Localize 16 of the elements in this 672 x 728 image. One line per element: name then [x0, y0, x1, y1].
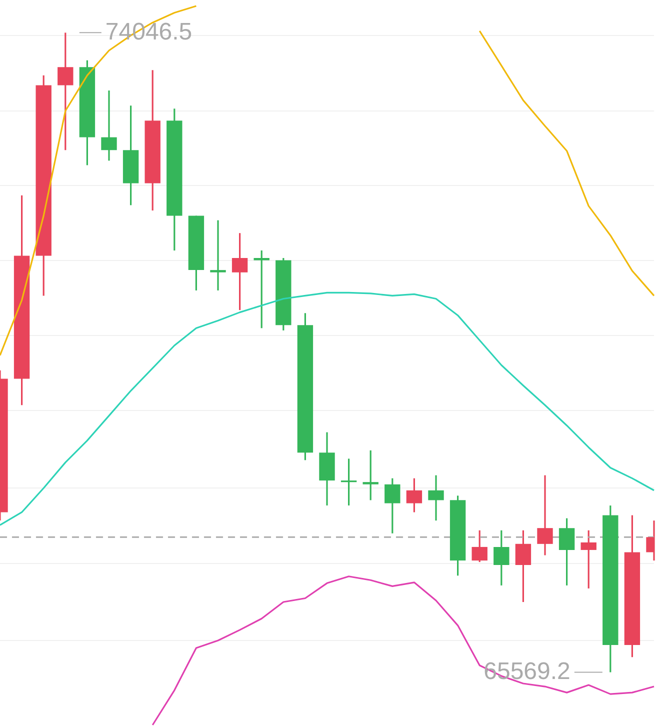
candlestick	[428, 474, 444, 522]
candlestick	[232, 232, 248, 311]
candlestick	[472, 530, 488, 563]
candlestick	[254, 250, 270, 329]
candlestick	[210, 219, 226, 292]
candlestick	[340, 458, 357, 506]
candlestick	[362, 450, 378, 501]
candlestick	[537, 474, 553, 556]
candlestick	[558, 517, 575, 586]
candlestick	[101, 90, 117, 162]
candlestick	[58, 32, 74, 151]
candlestick	[515, 530, 532, 603]
candlestick	[406, 477, 422, 514]
candlestick	[384, 477, 400, 534]
candlestick	[580, 530, 596, 590]
candlestick	[494, 530, 510, 586]
